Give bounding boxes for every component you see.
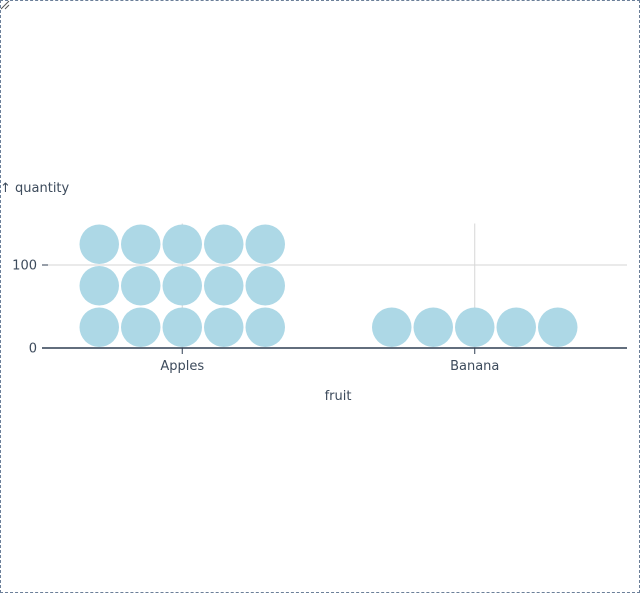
waffle-cell	[538, 307, 578, 347]
x-axis-label: fruit	[325, 389, 352, 404]
waffle-cell	[79, 266, 119, 306]
resize-handle-icon[interactable]	[0, 0, 10, 10]
waffle-cell	[496, 307, 536, 347]
axes: 0 100 Apples Banana	[12, 259, 627, 374]
y-tick-label: 0	[29, 342, 37, 357]
waffle-cell	[162, 224, 202, 264]
waffle-cell	[204, 266, 244, 306]
waffle-cell	[413, 307, 453, 347]
waffle-cell	[204, 224, 244, 264]
waffle-cell	[245, 266, 285, 306]
waffle-cells	[79, 224, 578, 347]
waffle-cell	[162, 307, 202, 347]
waffle-cell	[79, 307, 119, 347]
waffle-cell	[245, 307, 285, 347]
waffle-cell	[204, 307, 244, 347]
x-tick-label: Apples	[160, 359, 204, 374]
waffle-cell	[245, 224, 285, 264]
waffle-cell	[372, 307, 412, 347]
waffle-cell	[121, 266, 161, 306]
waffle-cell	[121, 307, 161, 347]
y-tick-label: 100	[12, 259, 37, 274]
x-tick-label: Banana	[450, 359, 499, 374]
waffle-cell	[455, 307, 495, 347]
waffle-cell	[121, 224, 161, 264]
y-axis-label: ↑ quantity	[0, 181, 70, 196]
waffle-cell	[79, 224, 119, 264]
waffle-cell	[162, 266, 202, 306]
